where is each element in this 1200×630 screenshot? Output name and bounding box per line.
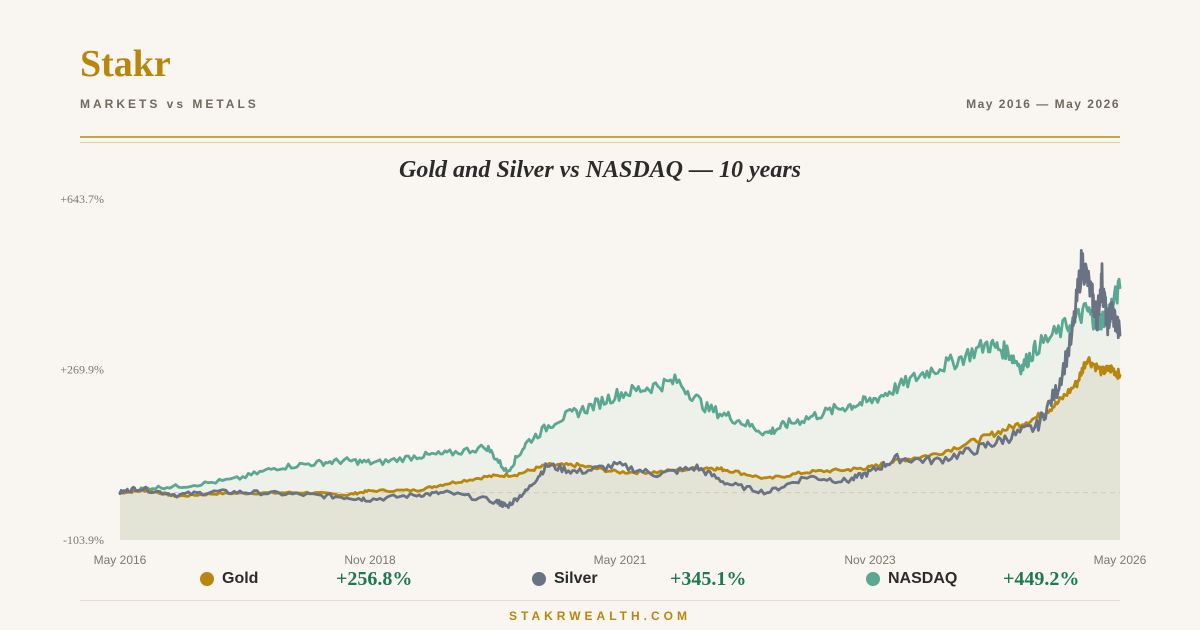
series-line-silver <box>118 249 1122 509</box>
tagline: MARKETS vs METALS <box>80 97 259 111</box>
series-line-gold <box>118 356 1122 498</box>
legend-change-gold: +256.8% <box>336 568 413 590</box>
series-line-nasdaq <box>118 277 1122 495</box>
legend: Gold +256.8% Silver +345.1% NASDAQ +449.… <box>0 566 1200 592</box>
y-tick-label: +269.9% <box>60 363 104 377</box>
legend-label-gold: Gold <box>222 570 259 587</box>
date-range: May 2016 — May 2026 <box>966 97 1120 111</box>
nasdaq-dot-icon <box>866 572 880 586</box>
brand-logo: Stakr <box>80 43 171 85</box>
gold-area <box>120 357 1120 540</box>
footer-site: STAKRWEALTH.COM <box>509 609 691 623</box>
legend-label-nasdaq: NASDAQ <box>888 570 958 587</box>
legend-change-silver: +345.1% <box>670 568 747 590</box>
x-tick-label: May 2021 <box>594 553 647 567</box>
chart-title: Gold and Silver vs NASDAQ — 10 years <box>398 157 801 183</box>
silver-dot-icon <box>532 572 546 586</box>
y-tick-label: -103.9% <box>63 533 104 547</box>
legend-item-gold: Gold <box>200 566 258 592</box>
legend-item-silver: Silver <box>532 566 598 592</box>
x-tick-label: Nov 2023 <box>844 553 896 567</box>
x-tick-label: May 2016 <box>94 553 147 567</box>
gold-dot-icon <box>200 572 214 586</box>
x-tick-label: May 2026 <box>1094 553 1147 567</box>
header-rule-thin <box>80 142 1120 143</box>
footer-rule <box>80 600 1120 601</box>
y-tick-label: +643.7% <box>60 192 104 206</box>
legend-label-silver: Silver <box>554 570 598 587</box>
legend-item-nasdaq: NASDAQ <box>866 566 957 592</box>
legend-change-nasdaq: +449.2% <box>1003 568 1080 590</box>
x-tick-label: Nov 2018 <box>344 553 396 567</box>
header-rule <box>80 136 1120 138</box>
